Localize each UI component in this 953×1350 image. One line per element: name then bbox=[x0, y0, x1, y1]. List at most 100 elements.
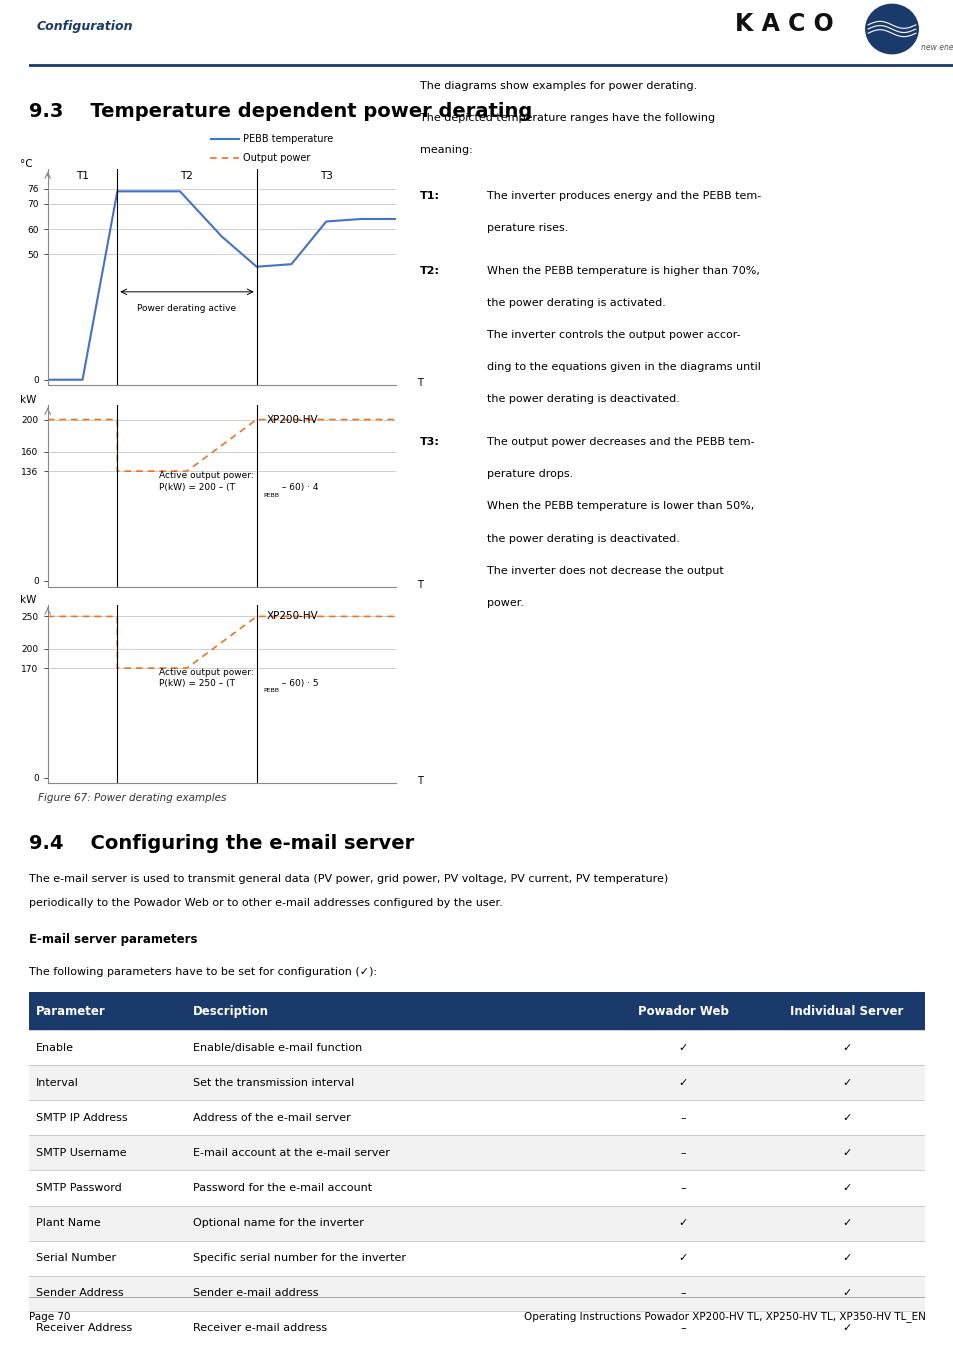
Bar bbox=[185, 992, 598, 1030]
Text: ding to the equations given in the diagrams until: ding to the equations given in the diagr… bbox=[487, 362, 760, 373]
Text: Description: Description bbox=[193, 1004, 269, 1018]
Text: Configuration: Configuration bbox=[36, 20, 132, 32]
Text: The inverter does not decrease the output: The inverter does not decrease the outpu… bbox=[487, 566, 723, 575]
Bar bbox=[29, 1170, 185, 1206]
Bar bbox=[29, 1065, 185, 1100]
Bar bbox=[185, 1311, 598, 1346]
Text: Enable/disable e-mail function: Enable/disable e-mail function bbox=[193, 1042, 361, 1053]
Text: kW: kW bbox=[20, 396, 36, 405]
Text: ✓: ✓ bbox=[841, 1288, 851, 1299]
Text: The inverter controls the output power accor-: The inverter controls the output power a… bbox=[487, 329, 740, 340]
Text: Output power: Output power bbox=[243, 153, 311, 163]
Text: ✓: ✓ bbox=[841, 1323, 851, 1334]
Ellipse shape bbox=[865, 4, 917, 54]
Bar bbox=[767, 1311, 924, 1346]
Text: perature drops.: perature drops. bbox=[487, 470, 573, 479]
Text: the power derating is activated.: the power derating is activated. bbox=[487, 298, 665, 308]
Text: T3: T3 bbox=[319, 171, 333, 181]
Text: T: T bbox=[416, 378, 422, 389]
Text: XP200-HV: XP200-HV bbox=[267, 414, 318, 425]
Text: P(kW) = 250 – (T: P(kW) = 250 – (T bbox=[159, 679, 234, 688]
Bar bbox=[598, 1065, 767, 1100]
Text: The following parameters have to be set for configuration (✓):: The following parameters have to be set … bbox=[29, 967, 376, 977]
Text: When the PEBB temperature is higher than 70%,: When the PEBB temperature is higher than… bbox=[487, 266, 760, 275]
Bar bbox=[598, 1206, 767, 1241]
Bar bbox=[185, 1206, 598, 1241]
Text: Figure 67: Power derating examples: Figure 67: Power derating examples bbox=[38, 792, 226, 803]
Text: PEBB temperature: PEBB temperature bbox=[243, 135, 334, 144]
Text: XP250-HV: XP250-HV bbox=[267, 612, 318, 621]
Bar bbox=[767, 1135, 924, 1170]
Text: Page 70: Page 70 bbox=[29, 1312, 71, 1322]
Text: ✓: ✓ bbox=[678, 1253, 687, 1264]
Text: –: – bbox=[679, 1148, 685, 1158]
Bar bbox=[29, 1241, 185, 1276]
Bar bbox=[29, 992, 185, 1030]
Bar bbox=[598, 1030, 767, 1065]
Text: SMTP Password: SMTP Password bbox=[36, 1183, 121, 1193]
Bar bbox=[29, 1030, 185, 1065]
Bar bbox=[598, 1170, 767, 1206]
Text: T1: T1 bbox=[76, 171, 89, 181]
Bar bbox=[767, 1100, 924, 1135]
Text: Address of the e-mail server: Address of the e-mail server bbox=[193, 1112, 350, 1123]
Bar bbox=[598, 1135, 767, 1170]
Bar bbox=[598, 1100, 767, 1135]
Text: ✓: ✓ bbox=[841, 1042, 851, 1053]
Text: Sender e-mail address: Sender e-mail address bbox=[193, 1288, 318, 1299]
Text: T2:: T2: bbox=[419, 266, 439, 275]
Text: PEBB: PEBB bbox=[263, 688, 278, 693]
Bar bbox=[185, 1170, 598, 1206]
Text: SMTP IP Address: SMTP IP Address bbox=[36, 1112, 128, 1123]
Text: Active output power:: Active output power: bbox=[159, 667, 253, 676]
Bar bbox=[767, 1170, 924, 1206]
Text: T2: T2 bbox=[180, 171, 193, 181]
Text: SMTP Username: SMTP Username bbox=[36, 1148, 127, 1158]
Text: E-mail account at the e-mail server: E-mail account at the e-mail server bbox=[193, 1148, 389, 1158]
Text: Password for the e-mail account: Password for the e-mail account bbox=[193, 1183, 372, 1193]
Text: Specific serial number for the inverter: Specific serial number for the inverter bbox=[193, 1253, 405, 1264]
Text: Operating Instructions Powador XP200-HV TL, XP250-HV TL, XP350-HV TL_EN: Operating Instructions Powador XP200-HV … bbox=[523, 1311, 924, 1323]
Text: 9.3    Temperature dependent power derating: 9.3 Temperature dependent power derating bbox=[29, 101, 532, 120]
Text: ✓: ✓ bbox=[678, 1077, 687, 1088]
Text: Sender Address: Sender Address bbox=[36, 1288, 123, 1299]
Text: The diagrams show examples for power derating.: The diagrams show examples for power der… bbox=[419, 81, 697, 90]
Text: Optional name for the inverter: Optional name for the inverter bbox=[193, 1218, 363, 1228]
Text: the power derating is deactivated.: the power derating is deactivated. bbox=[487, 394, 679, 404]
Text: °C: °C bbox=[20, 159, 32, 169]
Bar bbox=[29, 1206, 185, 1241]
Text: E-mail server parameters: E-mail server parameters bbox=[29, 933, 197, 946]
Text: K A C O: K A C O bbox=[734, 12, 833, 36]
Text: – 60) · 4: – 60) · 4 bbox=[279, 483, 318, 493]
Text: PEBB: PEBB bbox=[263, 493, 278, 498]
Text: ✓: ✓ bbox=[841, 1148, 851, 1158]
Bar bbox=[598, 1311, 767, 1346]
Bar bbox=[767, 1030, 924, 1065]
Bar bbox=[29, 1135, 185, 1170]
Text: Interval: Interval bbox=[36, 1077, 78, 1088]
Bar bbox=[598, 992, 767, 1030]
Text: The depicted temperature ranges have the following: The depicted temperature ranges have the… bbox=[419, 113, 714, 123]
Bar bbox=[185, 1030, 598, 1065]
Bar bbox=[767, 1206, 924, 1241]
Bar bbox=[185, 1100, 598, 1135]
Text: T1:: T1: bbox=[419, 190, 439, 201]
Bar bbox=[29, 1311, 185, 1346]
Text: the power derating is deactivated.: the power derating is deactivated. bbox=[487, 533, 679, 544]
Text: – 60) · 5: – 60) · 5 bbox=[279, 679, 318, 688]
Text: The e-mail server is used to transmit general data (PV power, grid power, PV vol: The e-mail server is used to transmit ge… bbox=[29, 875, 667, 884]
Text: ✓: ✓ bbox=[841, 1112, 851, 1123]
Bar bbox=[598, 1276, 767, 1311]
Text: kW: kW bbox=[20, 595, 36, 605]
Text: T: T bbox=[416, 776, 422, 786]
Bar bbox=[767, 1276, 924, 1311]
Text: Enable: Enable bbox=[36, 1042, 73, 1053]
Text: 9.4    Configuring the e-mail server: 9.4 Configuring the e-mail server bbox=[29, 834, 414, 853]
Text: Active output power:: Active output power: bbox=[159, 471, 253, 479]
Text: periodically to the Powador Web or to other e-mail addresses configured by the u: periodically to the Powador Web or to ot… bbox=[29, 898, 502, 909]
Bar bbox=[767, 992, 924, 1030]
Bar bbox=[185, 1065, 598, 1100]
Text: T: T bbox=[416, 580, 422, 590]
Text: power.: power. bbox=[487, 598, 524, 608]
Text: Receiver e-mail address: Receiver e-mail address bbox=[193, 1323, 327, 1334]
